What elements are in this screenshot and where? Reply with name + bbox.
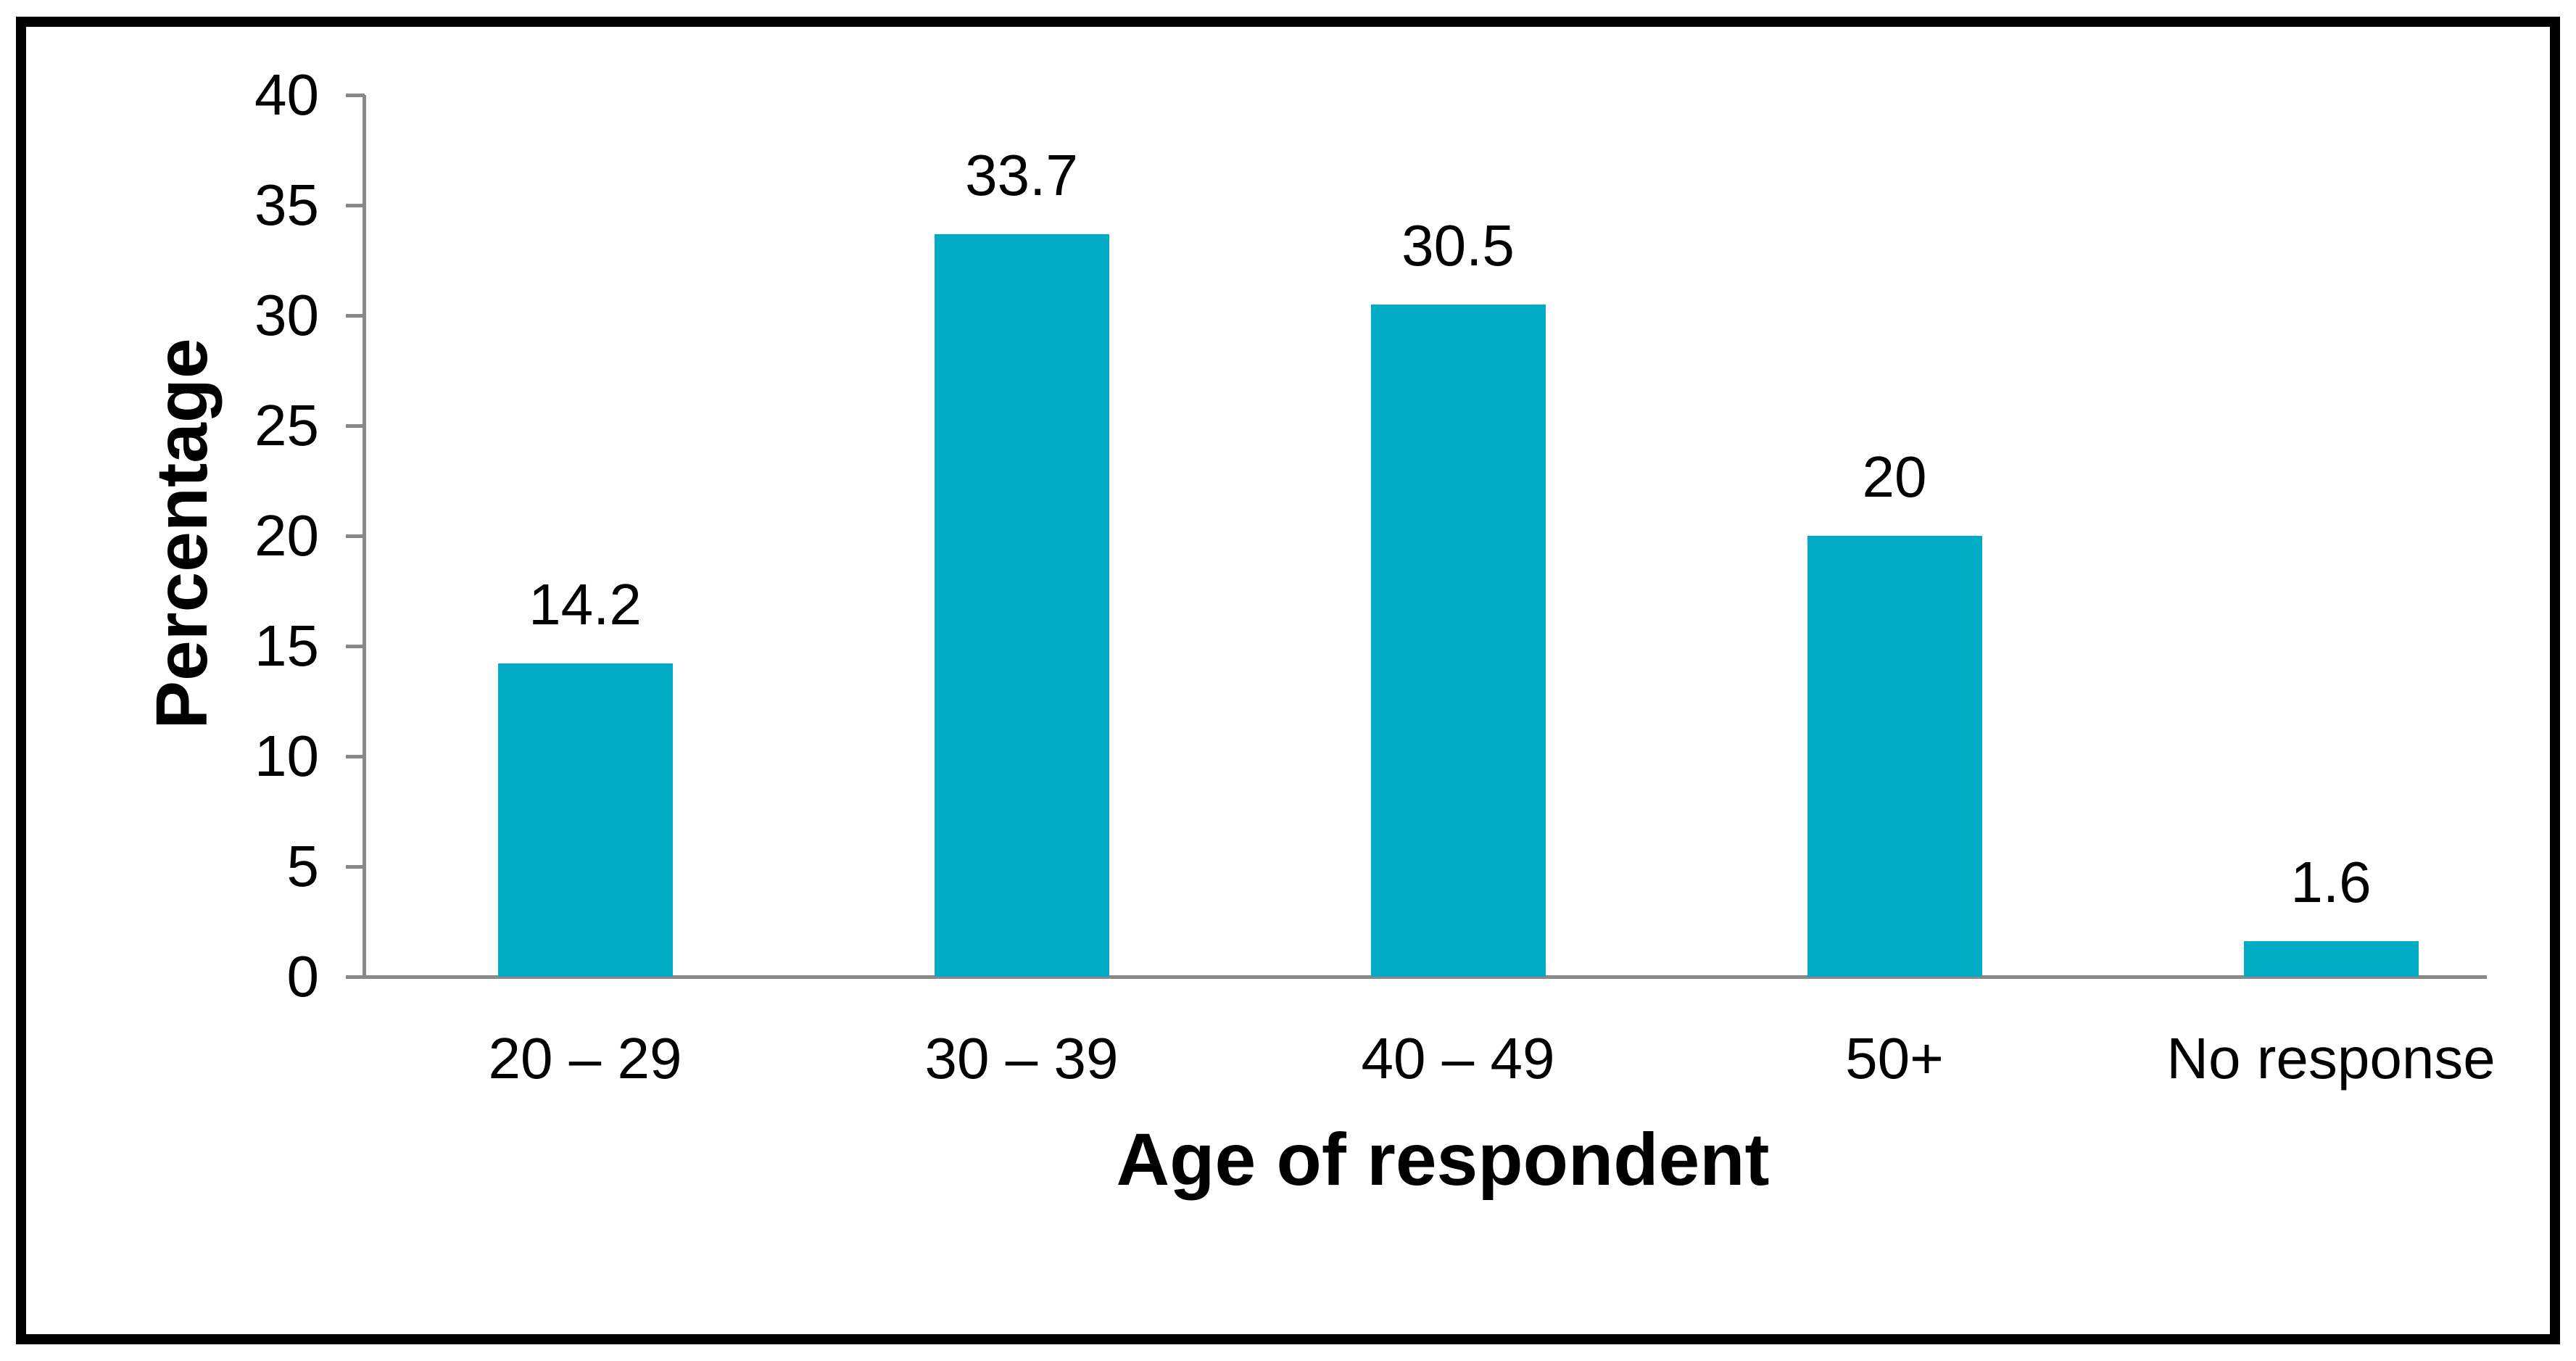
- bar-value-label: 30.5: [1401, 212, 1515, 278]
- y-tick-mark: [346, 975, 365, 979]
- x-category-label: 40 – 49: [1361, 1026, 1555, 1091]
- bar-value-label: 14.2: [529, 572, 642, 637]
- x-axis-line: [365, 975, 2487, 979]
- x-axis-title: Age of respondent: [1116, 1118, 1770, 1201]
- y-tick-label: 20: [254, 503, 319, 568]
- y-tick-label: 5: [286, 834, 320, 898]
- x-category-label: 20 – 29: [488, 1026, 682, 1091]
- bar: [1370, 304, 1546, 977]
- bar-value-label: 20: [1862, 444, 1927, 509]
- x-category-label: 50+: [1845, 1026, 1944, 1091]
- y-tick-label: 25: [254, 393, 319, 458]
- y-tick-mark: [346, 754, 365, 758]
- x-category-label: 30 – 39: [924, 1026, 1119, 1091]
- y-tick-mark: [346, 423, 365, 428]
- y-tick-label: 30: [254, 283, 319, 347]
- y-tick-label: 0: [286, 944, 320, 1009]
- bar-value-label: 33.7: [965, 142, 1078, 207]
- bar: [2243, 941, 2419, 977]
- y-tick-mark: [346, 864, 365, 869]
- y-tick-mark: [346, 203, 365, 207]
- x-category-label: No response: [2166, 1026, 2496, 1091]
- y-tick-mark: [346, 93, 365, 97]
- bar: [1807, 536, 1982, 977]
- y-tick-mark: [346, 534, 365, 538]
- y-tick-label: 15: [254, 613, 319, 678]
- y-axis-title: Percentage: [141, 338, 223, 729]
- bar-value-label: 1.6: [2290, 850, 2372, 915]
- y-tick-label: 10: [254, 724, 319, 788]
- y-tick-label: 35: [254, 173, 319, 237]
- bar: [497, 663, 673, 977]
- bar: [934, 233, 1109, 977]
- y-tick-mark: [346, 644, 365, 648]
- chart-border-frame: [16, 17, 2560, 1344]
- y-tick-mark: [346, 313, 365, 318]
- y-tick-label: 40: [254, 62, 319, 127]
